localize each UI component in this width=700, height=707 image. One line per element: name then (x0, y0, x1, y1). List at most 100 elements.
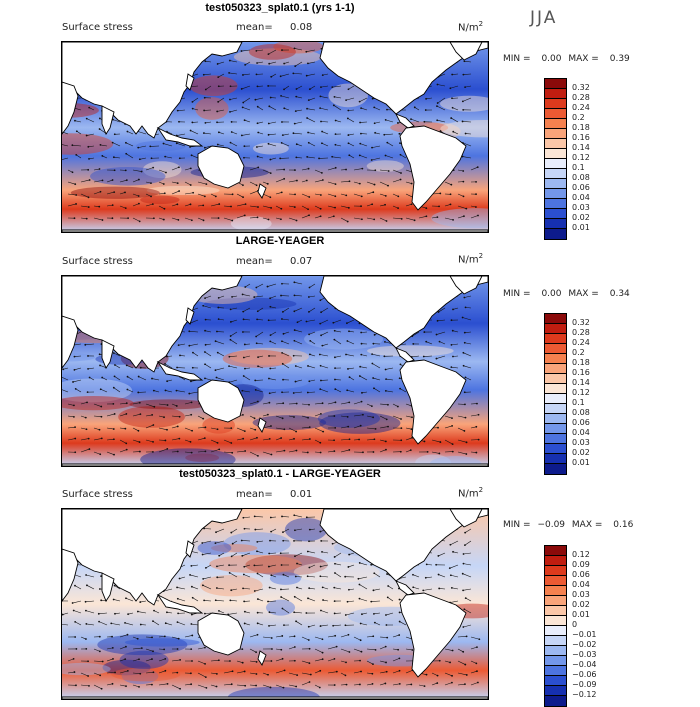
stress-arrow-head (295, 381, 297, 383)
stress-arrow-head (373, 451, 375, 453)
stress-arrow-head (190, 565, 192, 567)
stress-arrow-head (216, 331, 218, 333)
stress-arrow-head (205, 567, 207, 569)
stress-arrow-head (438, 588, 440, 590)
stress-arrow-head (319, 575, 321, 577)
colorbar-tick-label: −0.03 (572, 650, 597, 659)
stress-arrow-head (269, 587, 271, 589)
colorbar-tick-label: −0.01 (572, 630, 597, 639)
stress-arrow-head (360, 354, 362, 356)
stress-arrow-head (385, 449, 387, 451)
stress-arrow-head (231, 220, 233, 222)
stress-arrow-head (165, 390, 167, 392)
stress-arrow-head (348, 651, 350, 653)
stress-arrow-head (256, 62, 258, 64)
stress-arrow-head (359, 101, 361, 103)
panel-2-max-label: MAX = (568, 289, 599, 299)
stress-arrow-head (267, 85, 269, 87)
colorbar-tick-label: 0.1 (572, 163, 585, 172)
panel-3-minmax: MIN = −0.09 MAX = 0.16 (503, 520, 633, 530)
stress-arrow-head (371, 159, 373, 161)
stress-arrow-head (463, 297, 465, 299)
stress-arrow-head (345, 624, 347, 626)
stress-arrow-head (188, 330, 190, 332)
stress-arrow-head (228, 72, 230, 74)
stress-arrow-head (87, 368, 89, 370)
colorbar-swatch (545, 666, 566, 676)
stress-arrow-head (257, 622, 259, 624)
stress-arrow-head (101, 438, 103, 440)
stress-arrow-head (437, 320, 439, 322)
stress-arrow-head (464, 664, 466, 666)
stress-arrow-head (166, 448, 168, 450)
stress-arrow-head (141, 171, 143, 173)
stress-arrow-head (165, 172, 167, 174)
colorbar-tick-label: 0.1 (572, 398, 585, 407)
stress-arrow-head (87, 169, 89, 171)
stress-arrow-head (320, 365, 322, 367)
stress-arrow-head (204, 330, 206, 332)
stress-arrow-head (204, 97, 206, 99)
colorbar-swatch (545, 394, 566, 404)
stress-arrow-head (62, 368, 64, 370)
stress-arrow-head (306, 108, 308, 110)
stress-arrow-head (293, 355, 295, 357)
stress-arrow-head (308, 587, 310, 589)
stress-arrow-head (385, 378, 387, 380)
stress-arrow-head (100, 191, 102, 193)
stress-arrow-head (217, 76, 219, 78)
stress-arrow-head (271, 454, 273, 456)
stress-arrow-head (399, 612, 401, 614)
stress-arrow-head (229, 111, 231, 113)
stress-arrow-head (320, 86, 322, 88)
stress-arrow-head (140, 367, 142, 369)
stress-arrow-head (257, 310, 259, 312)
colorbar-tick-label: 0.04 (572, 580, 590, 589)
colorbar-swatch (545, 344, 566, 354)
stress-arrow-head (190, 441, 192, 443)
stress-arrow-head (437, 555, 439, 557)
colorbar-swatch (545, 189, 566, 199)
stress-arrow-head (268, 625, 270, 627)
colorbar-swatch (545, 199, 566, 209)
stress-arrow-head (383, 134, 385, 136)
stress-arrow-head (268, 123, 270, 125)
stress-arrow-head (270, 334, 272, 336)
colorbar-bar (544, 545, 567, 707)
stress-arrow-head (267, 674, 269, 676)
stress-arrow-head (306, 180, 308, 182)
stress-arrow-head (153, 217, 155, 219)
stress-arrow-head (99, 429, 101, 431)
stress-arrow-head (463, 608, 465, 610)
stress-arrow-head (334, 572, 336, 574)
stress-arrow-head (476, 670, 478, 672)
stress-arrow-head (165, 440, 167, 442)
stress-arrow-head (296, 220, 298, 222)
stress-arrow-head (451, 97, 453, 99)
stress-arrow-head (282, 402, 284, 404)
stress-arrow-head (362, 414, 364, 416)
landmass (62, 697, 488, 699)
stress-arrow-head (359, 366, 361, 368)
colorbar-tick-label: 0.02 (572, 600, 590, 609)
stress-arrow-head (387, 185, 389, 187)
stress-arrow-head (242, 414, 244, 416)
stress-arrow-head (307, 575, 309, 577)
colorbar-swatch (545, 354, 566, 364)
stress-arrow-head (242, 438, 244, 440)
stress-arrow-head (191, 614, 193, 616)
stress-arrow-head (257, 634, 259, 636)
colorbar-swatch (545, 686, 566, 696)
stress-arrow-head (127, 670, 129, 672)
colorbar-swatch (545, 314, 566, 324)
stress-arrow-head (373, 613, 375, 615)
stress-arrow-head (283, 88, 285, 90)
stress-arrow-head (345, 614, 347, 616)
stress-arrow-head (192, 352, 194, 354)
stress-arrow-head (320, 380, 322, 382)
stress-arrow-head (177, 621, 179, 623)
stress-arrow-head (191, 452, 193, 454)
stress-arrow-head (322, 402, 324, 404)
stress-arrow-head (163, 143, 165, 145)
stress-arrow-head (112, 647, 114, 649)
